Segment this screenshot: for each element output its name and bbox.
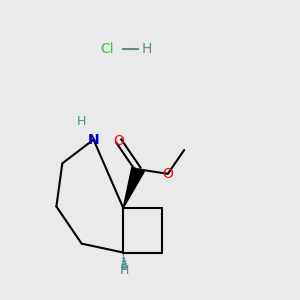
Text: H: H	[120, 264, 129, 277]
Text: H: H	[142, 42, 152, 56]
Text: N: N	[88, 133, 99, 147]
Text: O: O	[162, 167, 173, 181]
Text: Cl: Cl	[100, 42, 114, 56]
Text: O: O	[113, 134, 124, 148]
Text: H: H	[77, 115, 86, 128]
Polygon shape	[123, 167, 144, 208]
